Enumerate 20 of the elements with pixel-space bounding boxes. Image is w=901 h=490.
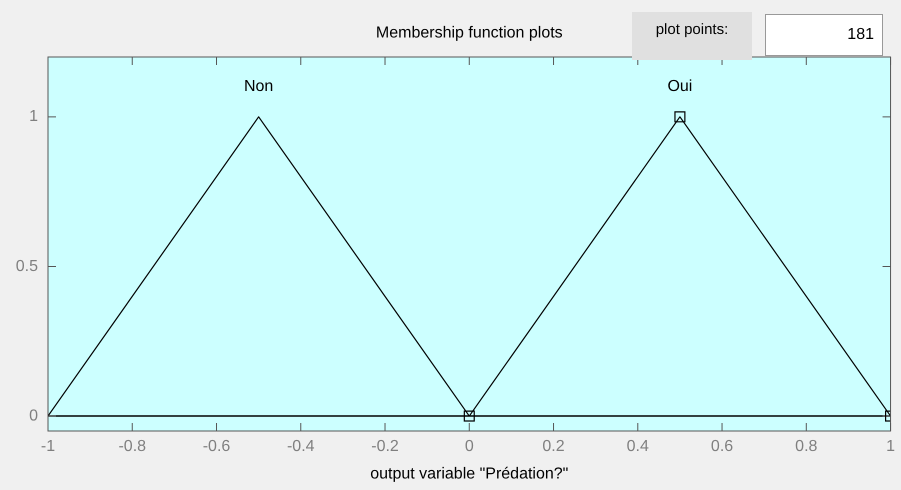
chart-title: Membership function plots [376, 24, 563, 42]
x-tick-label: -0.6 [202, 438, 230, 456]
y-tick-label: 1 [29, 108, 38, 126]
x-tick-label: 0.4 [626, 438, 650, 456]
text: plot points: [632, 12, 752, 60]
x-tick-label: -0.8 [118, 438, 146, 456]
x-tick-label: 0 [464, 438, 474, 456]
x-tick-label: -0.4 [286, 438, 315, 456]
y-tick-label: 0 [29, 407, 38, 424]
y-tick-label: 0.5 [16, 258, 38, 275]
x-tick-label: -0.2 [371, 438, 399, 456]
series-label: Non [244, 78, 274, 96]
x-tick-label: 1 [886, 438, 896, 456]
x-tick-label: 0.8 [795, 438, 818, 456]
series-label: Oui [667, 78, 692, 96]
x-tick-label: -1 [40, 438, 56, 456]
x-tick-label: 0.2 [542, 438, 565, 456]
x-axis-title: output variable "Prédation?" [370, 465, 568, 482]
x-tick-label: 0.6 [710, 438, 734, 456]
text-field: 181 [765, 14, 883, 56]
